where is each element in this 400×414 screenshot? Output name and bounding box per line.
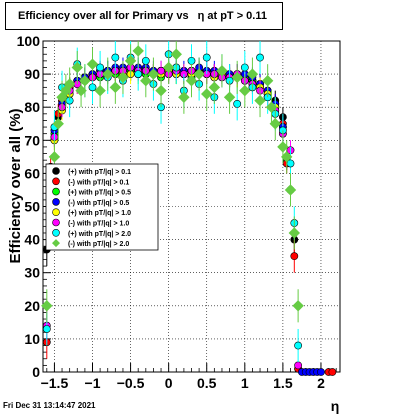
legend-entry-label: (-) with pT/|q| > 2.0 <box>68 241 129 248</box>
data-point <box>48 151 61 163</box>
data-point <box>140 75 152 87</box>
legend-entry-label: (-) with pT/|q| > 1.0 <box>68 221 129 228</box>
data-point <box>284 184 297 196</box>
legend-marker <box>52 198 60 206</box>
data-point <box>111 53 120 62</box>
data-point <box>290 252 299 261</box>
data-point <box>256 53 264 62</box>
data-point <box>162 61 175 74</box>
data-point <box>86 58 99 70</box>
y-tick-label: 40 <box>24 232 40 248</box>
data-point <box>155 84 167 97</box>
data-point <box>41 300 53 312</box>
data-point <box>124 55 137 67</box>
y-tick-label: 90 <box>24 66 40 82</box>
x-tick-label: −1.5 <box>41 375 69 391</box>
data-point <box>261 75 274 87</box>
y-tick-label: 0 <box>32 364 40 380</box>
data-point <box>102 68 114 80</box>
y-tick-label: 20 <box>24 298 40 314</box>
data-point <box>178 91 190 103</box>
legend-marker <box>52 187 60 196</box>
data-point <box>202 53 211 62</box>
data-point <box>201 88 213 100</box>
data-point <box>185 75 198 87</box>
legend-marker <box>52 177 60 186</box>
data-point <box>292 300 304 312</box>
legend-marker <box>52 239 60 248</box>
x-axis-label: η <box>331 398 340 414</box>
data-point <box>328 368 337 376</box>
data-point <box>79 75 91 87</box>
data-point <box>216 65 228 77</box>
data-point <box>294 361 303 370</box>
data-point <box>254 94 266 107</box>
y-tick-label: 50 <box>24 199 40 215</box>
data-point <box>117 71 129 84</box>
data-point <box>88 83 97 92</box>
footer-timestamp: Fri Dec 31 13:14:47 2021 <box>3 401 96 410</box>
data-point <box>239 84 251 97</box>
data-point <box>96 63 105 72</box>
data-point <box>94 84 106 97</box>
data-point <box>223 91 236 103</box>
data-point <box>42 325 51 333</box>
x-tick-label: 0 <box>165 375 173 391</box>
y-tick-label: 60 <box>24 165 40 181</box>
legend-marker <box>52 229 60 237</box>
data-point <box>63 78 76 90</box>
data-point <box>193 68 205 80</box>
data-point <box>141 56 150 65</box>
data-point <box>71 61 83 74</box>
data-point <box>246 68 259 80</box>
legend-entry-label: (+) with pT/|q| > 0.5 <box>68 190 131 197</box>
y-tick-label: 100 <box>17 33 41 49</box>
series-7 <box>41 41 304 323</box>
data-point <box>52 118 64 130</box>
y-axis-label: Efficiency over all (%) <box>7 108 24 263</box>
data-point <box>187 56 196 65</box>
data-point <box>157 66 165 75</box>
legend: (+) with pT/|q| > 0.1 (-) with pT/|q| > 0… <box>45 163 159 251</box>
data-point <box>240 63 249 72</box>
data-point <box>109 81 122 94</box>
y-tick-label: 10 <box>24 331 40 347</box>
legend-entry-label: (+) with pT/|q| > 1.0 <box>68 210 131 217</box>
axes: 0 10 20 30 40 50 60 70 80 90 100 −1.5 −1 −0.5 0 0.5 1 1.5… <box>17 33 337 391</box>
chart-title-text-b: η at pT > 0.11 <box>197 10 267 22</box>
data-point <box>265 101 278 113</box>
data-point <box>170 48 182 60</box>
data-point <box>231 71 243 84</box>
x-tick-label: 0.5 <box>197 375 217 391</box>
data-point <box>134 70 143 78</box>
x-tick-label: 2 <box>317 375 325 391</box>
legend-entry-label: (+) with pT/|q| > 0.1 <box>68 169 131 176</box>
x-tick-label: −0.5 <box>117 375 145 391</box>
legend-marker <box>52 218 60 227</box>
legend-marker <box>52 167 60 175</box>
data-point <box>288 227 301 239</box>
legend-entry-label: (+) with pT/|q| > 2.0 <box>68 231 131 238</box>
chart-title: Efficiency over all for Primary vs η at … <box>5 2 283 30</box>
data-point <box>269 118 281 130</box>
chart-title-text-a: Efficiency over all for Primary vs <box>18 10 189 22</box>
y-tick-label: 80 <box>24 99 40 115</box>
x-tick-label: −1 <box>85 375 101 391</box>
legend-entry-label: (-) with pT/|q| > 0.1 <box>68 179 129 186</box>
x-tick-label: 1 <box>241 375 249 391</box>
legend-marker <box>52 208 60 216</box>
y-tick-label: 30 <box>24 265 40 281</box>
data-point <box>147 68 160 80</box>
legend-box <box>45 163 159 251</box>
data-point <box>317 368 325 376</box>
data-point <box>280 151 293 163</box>
data-point <box>233 99 242 108</box>
y-tick-label: 70 <box>24 132 40 148</box>
data-point <box>294 341 303 350</box>
legend-entry-label: (-) with pT/|q| > 0.5 <box>68 200 129 207</box>
x-tick-label: 1.5 <box>273 375 293 391</box>
data-point <box>132 45 144 57</box>
data-point <box>208 81 221 94</box>
